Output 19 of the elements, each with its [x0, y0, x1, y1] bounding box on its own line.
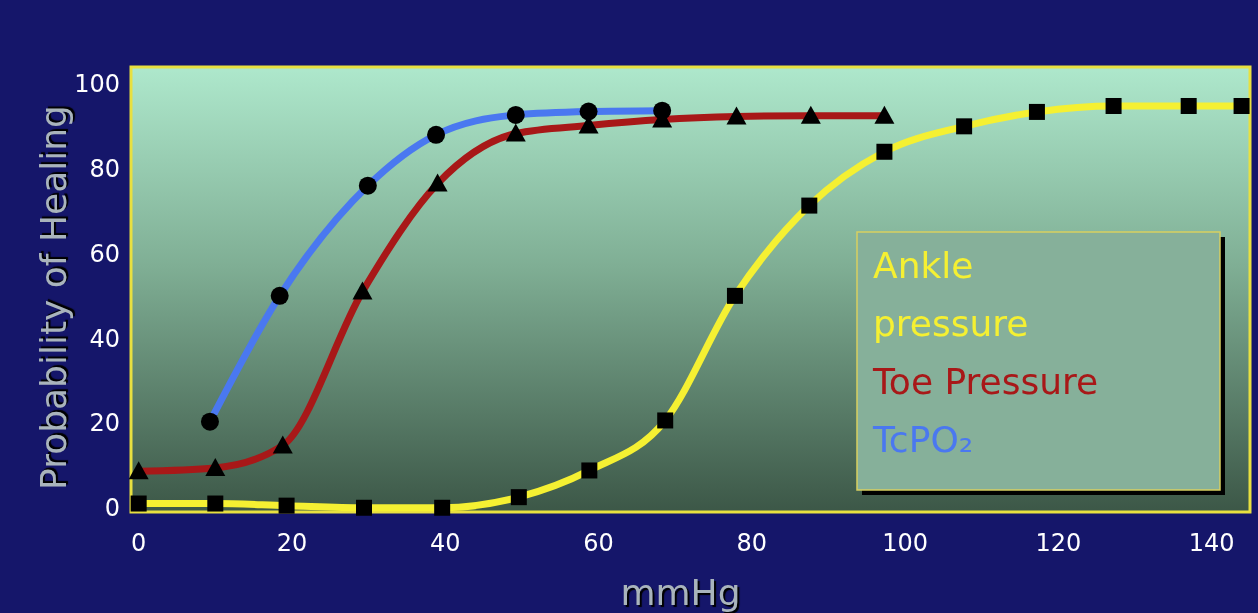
y-tick-label: 0: [104, 494, 120, 523]
y-tick-label: 80: [89, 155, 120, 184]
x-tick-label: 20: [276, 529, 308, 557]
x-axis-title: mmHg: [620, 572, 741, 613]
x-tick-label: 140: [1188, 529, 1235, 557]
x-tick-label: 40: [429, 529, 461, 557]
x-tick-label: 120: [1035, 529, 1082, 557]
x-tick-label: 100: [882, 529, 929, 557]
text: TcPO₂: [872, 419, 974, 460]
y-tick-label: 60: [89, 239, 120, 268]
series-label: Ankle pressure: [873, 245, 1029, 344]
x-tick-label: 60: [583, 529, 614, 557]
x-tick-label: 80: [736, 529, 768, 557]
y-tick-label: 100: [74, 70, 120, 99]
y-tick-label: 20: [89, 409, 120, 438]
y-tick-label: 40: [89, 324, 120, 353]
text: Toe Pressure: [872, 361, 1099, 402]
y-axis-title: Probability of Healing: [33, 105, 74, 490]
x-tick-label: 0: [131, 529, 147, 557]
